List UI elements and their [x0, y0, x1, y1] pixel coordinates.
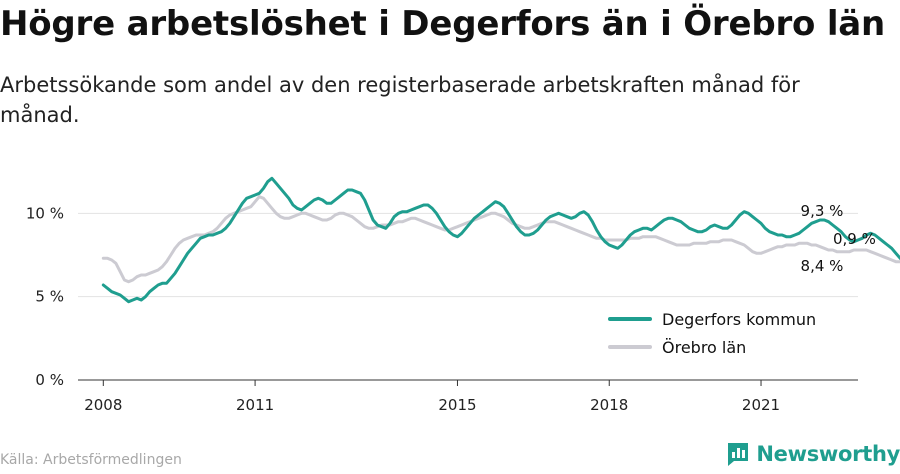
- x-tick-label: 2021: [742, 396, 780, 414]
- difference-label: 0,9 %: [833, 230, 876, 248]
- end-annotations: 9,3 % 8,4 % 0,9 %: [801, 202, 876, 275]
- y-axis-ticks: 0 % 5 % 10 %: [26, 204, 64, 389]
- grid-lines: [78, 212, 858, 298]
- y-tick-label: 10 %: [26, 204, 64, 222]
- x-axis: 2008 2011 2015 2018 2021: [78, 379, 858, 414]
- newsworthy-logo-icon: [728, 443, 749, 466]
- x-tick-label: 2008: [84, 396, 122, 414]
- y-tick-label: 5 %: [35, 288, 64, 306]
- legend-label-orebro: Örebro län: [662, 338, 746, 357]
- series-line-orebro: [101, 195, 900, 284]
- y-tick-label: 0 %: [35, 371, 64, 389]
- x-tick-label: 2018: [590, 396, 628, 414]
- x-tick-label: 2011: [236, 396, 274, 414]
- brand-name: Newsworthy: [756, 442, 900, 466]
- chart-subtitle: Arbetssökande som andel av den registerb…: [0, 73, 800, 127]
- legend: Degerfors kommun Örebro län: [608, 310, 816, 357]
- legend-label-degerfors: Degerfors kommun: [662, 310, 816, 329]
- series-line-degerfors: [101, 176, 900, 304]
- source-note: Källa: Arbetsförmedlingen: [0, 452, 182, 468]
- orebro-last-value-label: 8,4 %: [801, 257, 844, 275]
- chart-title: Högre arbetslöshet i Degerfors än i Öreb…: [0, 4, 886, 44]
- degerfors-last-value-label: 9,3 %: [801, 202, 844, 220]
- x-tick-label: 2015: [438, 396, 476, 414]
- series-lines: [101, 176, 900, 304]
- brand-logo[interactable]: Newsworthy: [726, 441, 900, 467]
